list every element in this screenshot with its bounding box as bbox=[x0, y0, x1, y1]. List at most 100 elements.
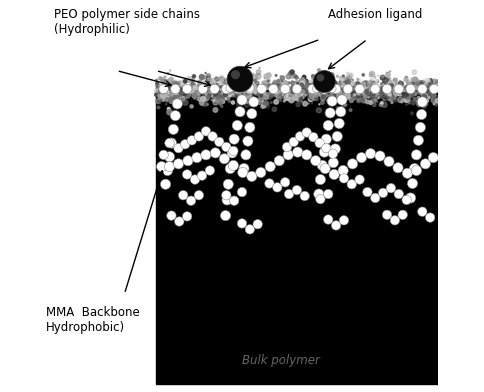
Circle shape bbox=[401, 89, 403, 91]
Circle shape bbox=[230, 92, 232, 94]
Circle shape bbox=[303, 85, 308, 90]
Circle shape bbox=[292, 77, 293, 78]
Circle shape bbox=[237, 89, 239, 91]
Circle shape bbox=[306, 82, 309, 85]
Circle shape bbox=[229, 89, 233, 93]
Circle shape bbox=[176, 84, 178, 86]
Circle shape bbox=[182, 212, 192, 221]
Circle shape bbox=[429, 84, 439, 94]
Circle shape bbox=[385, 100, 387, 101]
Circle shape bbox=[268, 93, 270, 95]
Circle shape bbox=[235, 107, 245, 117]
Circle shape bbox=[220, 83, 224, 87]
Circle shape bbox=[246, 92, 249, 95]
Circle shape bbox=[414, 81, 415, 82]
Circle shape bbox=[328, 94, 330, 96]
Circle shape bbox=[363, 187, 372, 197]
Circle shape bbox=[408, 91, 411, 94]
Circle shape bbox=[165, 162, 175, 172]
Circle shape bbox=[362, 81, 367, 86]
Circle shape bbox=[286, 89, 290, 93]
Circle shape bbox=[346, 88, 350, 92]
Circle shape bbox=[228, 100, 230, 102]
Circle shape bbox=[260, 91, 262, 93]
Circle shape bbox=[268, 94, 270, 96]
Circle shape bbox=[354, 97, 357, 99]
Circle shape bbox=[372, 80, 373, 82]
Circle shape bbox=[221, 92, 224, 94]
Circle shape bbox=[298, 86, 301, 89]
Circle shape bbox=[347, 73, 348, 74]
Circle shape bbox=[200, 101, 204, 105]
Circle shape bbox=[330, 79, 333, 82]
Circle shape bbox=[390, 82, 395, 86]
Circle shape bbox=[333, 85, 337, 89]
Circle shape bbox=[291, 82, 294, 85]
Circle shape bbox=[257, 93, 259, 95]
Circle shape bbox=[267, 85, 270, 89]
Circle shape bbox=[251, 73, 255, 77]
Circle shape bbox=[356, 152, 367, 163]
Circle shape bbox=[329, 169, 339, 180]
Circle shape bbox=[193, 75, 196, 78]
Circle shape bbox=[280, 100, 281, 102]
Circle shape bbox=[242, 84, 247, 89]
Circle shape bbox=[388, 96, 393, 101]
Circle shape bbox=[215, 97, 220, 102]
Circle shape bbox=[345, 91, 347, 93]
Circle shape bbox=[279, 94, 281, 96]
Circle shape bbox=[218, 101, 223, 105]
Circle shape bbox=[300, 191, 309, 201]
Circle shape bbox=[277, 80, 280, 82]
Circle shape bbox=[194, 87, 197, 90]
Circle shape bbox=[313, 87, 316, 90]
Circle shape bbox=[218, 95, 223, 99]
Circle shape bbox=[258, 76, 261, 78]
Circle shape bbox=[212, 92, 215, 96]
Circle shape bbox=[202, 102, 207, 106]
Circle shape bbox=[196, 92, 197, 94]
Circle shape bbox=[331, 89, 335, 93]
Circle shape bbox=[425, 78, 430, 83]
Circle shape bbox=[322, 97, 323, 98]
Circle shape bbox=[272, 107, 276, 111]
Circle shape bbox=[219, 93, 221, 95]
Circle shape bbox=[309, 94, 315, 99]
Circle shape bbox=[231, 79, 235, 83]
Circle shape bbox=[429, 82, 432, 84]
Circle shape bbox=[362, 94, 367, 98]
Circle shape bbox=[343, 78, 346, 80]
Circle shape bbox=[160, 93, 165, 98]
Circle shape bbox=[205, 166, 214, 175]
Circle shape bbox=[302, 94, 303, 95]
Circle shape bbox=[334, 118, 344, 129]
Circle shape bbox=[433, 83, 436, 87]
Circle shape bbox=[387, 94, 390, 98]
Circle shape bbox=[219, 87, 222, 90]
Circle shape bbox=[155, 83, 159, 86]
Circle shape bbox=[253, 220, 262, 229]
Circle shape bbox=[292, 147, 303, 157]
Circle shape bbox=[313, 85, 320, 93]
Circle shape bbox=[406, 193, 416, 203]
Circle shape bbox=[244, 102, 249, 107]
Circle shape bbox=[173, 95, 179, 100]
Circle shape bbox=[334, 93, 336, 95]
Circle shape bbox=[297, 98, 300, 100]
Circle shape bbox=[279, 80, 283, 83]
Circle shape bbox=[340, 76, 344, 81]
Circle shape bbox=[426, 97, 427, 98]
Circle shape bbox=[210, 89, 212, 91]
Circle shape bbox=[375, 94, 378, 96]
Circle shape bbox=[423, 83, 426, 87]
Circle shape bbox=[199, 81, 202, 84]
Circle shape bbox=[193, 83, 195, 85]
Circle shape bbox=[347, 80, 350, 84]
Circle shape bbox=[322, 89, 326, 92]
Circle shape bbox=[345, 78, 350, 83]
Circle shape bbox=[209, 87, 210, 88]
Circle shape bbox=[302, 93, 306, 97]
Circle shape bbox=[162, 88, 164, 90]
Circle shape bbox=[214, 137, 224, 147]
Circle shape bbox=[236, 101, 242, 107]
